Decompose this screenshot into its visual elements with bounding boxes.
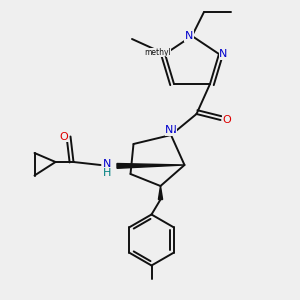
Polygon shape — [117, 164, 184, 168]
Text: N: N — [103, 160, 111, 170]
Text: H: H — [103, 168, 111, 178]
Text: N: N — [219, 49, 228, 59]
Text: N: N — [169, 125, 176, 136]
Text: O: O — [59, 131, 68, 142]
Text: N: N — [103, 159, 111, 170]
Text: O: O — [222, 115, 231, 125]
Text: N: N — [220, 49, 227, 59]
Text: H: H — [103, 167, 111, 178]
Text: N: N — [165, 125, 174, 136]
Text: O: O — [60, 131, 69, 142]
Text: methyl: methyl — [144, 48, 171, 57]
Text: N: N — [185, 31, 193, 41]
Text: O: O — [223, 115, 232, 125]
Text: N: N — [185, 31, 193, 41]
Polygon shape — [158, 186, 163, 200]
